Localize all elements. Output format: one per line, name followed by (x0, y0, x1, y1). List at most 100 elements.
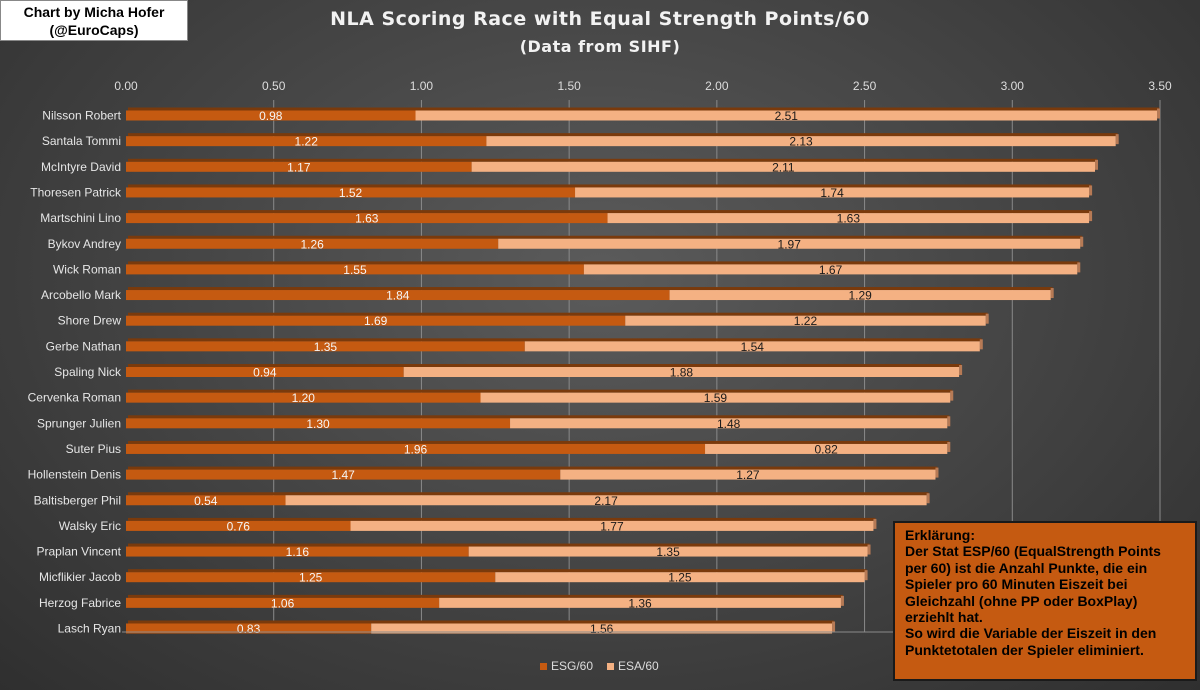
bar-esg (126, 418, 511, 429)
bar-depth-top (128, 133, 1118, 137)
value-label-esg: 1.47 (331, 468, 355, 482)
legend-item: ESG/60 (540, 659, 593, 673)
bar-depth-top (128, 466, 938, 470)
bar-esa (495, 572, 865, 583)
bar-depth-side (959, 365, 963, 375)
bar-depth-top (128, 543, 870, 547)
bar-depth-side (935, 467, 939, 478)
bar-depth-side (832, 621, 836, 632)
x-tick-label: 0.00 (114, 79, 138, 93)
bar-depth-top (128, 492, 929, 496)
legend-swatch (540, 663, 547, 670)
value-label-esa: 1.67 (819, 263, 843, 277)
value-label-esg: 1.06 (271, 596, 295, 610)
bar-esa (285, 495, 927, 506)
value-label-esg: 1.25 (299, 571, 323, 585)
category-label: Sprunger Julien (37, 416, 121, 430)
bar-depth-side (1080, 236, 1084, 247)
value-label-esg: 1.96 (404, 442, 428, 456)
category-label: Wick Roman (53, 262, 121, 276)
bar-esg (126, 187, 576, 198)
category-label: McIntyre David (41, 160, 121, 174)
bar-esg (126, 161, 472, 172)
bar-esg (126, 443, 706, 454)
bar-depth-side (864, 570, 868, 581)
bar-depth-top (128, 287, 1053, 291)
bar-esa (415, 110, 1158, 121)
category-label: Shore Drew (58, 314, 122, 328)
value-label-esa: 1.35 (656, 545, 680, 559)
value-label-esg: 1.22 (295, 135, 319, 149)
bar-esa (583, 264, 1078, 275)
chart-legend: ESG/60 ESA/60 (540, 659, 673, 673)
category-label: Herzog Fabrice (39, 596, 121, 610)
bar-depth-side (947, 416, 951, 427)
bar-depth-side (873, 518, 877, 529)
note-heading: Erklärung: (905, 527, 976, 543)
category-label: Thoresen Patrick (30, 185, 122, 199)
bar-esa (510, 418, 948, 429)
value-label-esg: 1.30 (306, 417, 330, 431)
bar-esg (126, 110, 416, 121)
bar-depth-top (128, 415, 950, 419)
bar-esg (126, 469, 561, 480)
value-label-esg: 1.55 (343, 263, 367, 277)
note-line: Gleichzahl (ohne PP oder BoxPlay) (905, 592, 1138, 609)
bar-esg (126, 136, 487, 147)
bar-depth-side (1115, 134, 1119, 145)
bar-depth-top (128, 364, 962, 367)
bar-esg (126, 341, 525, 352)
value-label-esa: 1.63 (837, 212, 861, 226)
category-label: Baltisberger Phil (34, 493, 121, 507)
value-label-esg: 1.16 (286, 545, 310, 559)
bar-esa (350, 520, 874, 531)
note-line: Spieler pro 60 Minuten Eiszeit bei (905, 576, 1128, 593)
bar-depth-side (1050, 288, 1054, 299)
value-label-esg: 0.98 (259, 109, 283, 123)
note-line: Der Stat ESP/60 (EqualStrength Points (905, 543, 1161, 560)
bar-esa (371, 623, 833, 634)
bar-depth-top (128, 184, 1092, 188)
bar-esg (126, 572, 496, 583)
category-label: Bykov Andrey (48, 237, 121, 251)
value-label-esa: 1.88 (670, 366, 694, 380)
x-tick-label: 2.00 (705, 79, 729, 93)
legend-label: ESA/60 (618, 659, 659, 673)
value-label-esa: 1.27 (736, 468, 760, 482)
bar-depth-side (979, 339, 983, 350)
bar-depth-side (926, 493, 930, 504)
value-label-esg: 0.83 (237, 622, 261, 636)
bar-esa (524, 341, 980, 352)
bar-depth-side (840, 595, 844, 606)
bar-depth-side (947, 441, 951, 452)
bar-esa (560, 469, 936, 480)
bar-esg (126, 597, 440, 608)
category-label: Cervenka Roman (28, 391, 121, 405)
bar-depth-side (1089, 211, 1093, 222)
credit-line-1: Chart by Micha Hofer (23, 4, 165, 20)
value-label-esa: 0.82 (814, 442, 838, 456)
value-label-esg: 1.20 (292, 391, 316, 405)
bar-depth-side (1077, 262, 1081, 273)
bar-depth-side (1157, 108, 1161, 119)
value-label-esa: 1.97 (778, 237, 802, 251)
value-label-esg: 1.84 (386, 289, 410, 303)
value-label-esa: 1.25 (668, 571, 692, 585)
value-label-esa: 1.48 (717, 417, 741, 431)
bar-depth-side (985, 313, 989, 324)
bar-depth-side (867, 544, 871, 555)
category-label: Gerbe Nathan (46, 339, 121, 353)
bar-depth-top (128, 158, 1098, 162)
note-line: erziehlt hat. (905, 609, 983, 626)
bar-esa (575, 187, 1090, 198)
bar-esg (126, 367, 404, 377)
chart-credit-box: Chart by Micha Hofer (@EuroCaps) (0, 0, 188, 41)
bar-depth-side (950, 390, 954, 401)
bar-esa (480, 392, 951, 403)
x-tick-label: 0.50 (262, 79, 286, 93)
bar-depth-top (128, 569, 867, 573)
value-label-esg: 0.76 (227, 519, 251, 533)
bar-depth-top (128, 620, 835, 624)
bar-esa (439, 597, 841, 608)
bar-esg (126, 264, 584, 275)
